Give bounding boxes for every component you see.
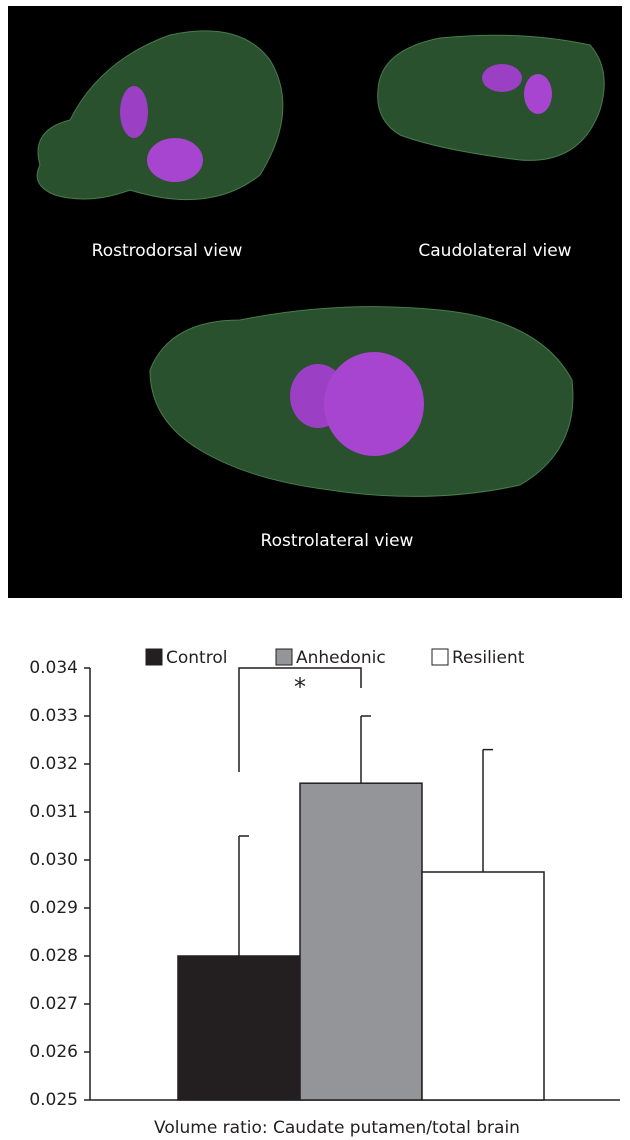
page: Rostrodorsal view Caudolateral view Rost… xyxy=(0,0,630,1140)
y-tick-label: 0.029 xyxy=(29,898,78,918)
figure: Rostrodorsal view Caudolateral view Rost… xyxy=(0,0,630,1140)
bar xyxy=(300,783,422,1100)
y-tick-label: 0.026 xyxy=(29,1042,78,1062)
y-tick-label: 0.032 xyxy=(29,754,78,774)
y-tick-label: 0.031 xyxy=(29,802,78,822)
y-tick-label: 0.033 xyxy=(29,706,78,726)
view-label: Caudolateral view xyxy=(418,241,571,261)
x-axis-label: Volume ratio: Caudate putamen/total brai… xyxy=(154,1118,520,1138)
y-tick-label: 0.030 xyxy=(29,850,78,870)
view-label: Rostrolateral view xyxy=(261,531,414,551)
y-tick-label: 0.028 xyxy=(29,946,78,966)
y-tick-label: 0.034 xyxy=(29,658,78,678)
significance-mark: * xyxy=(294,673,306,701)
legend-swatch xyxy=(146,649,162,665)
bar xyxy=(422,872,544,1100)
view-label: Rostrodorsal view xyxy=(92,241,243,261)
legend-label: Control xyxy=(166,648,227,668)
legend-swatch xyxy=(276,649,292,665)
y-tick-label: 0.025 xyxy=(29,1090,78,1110)
legend-label: Anhedonic xyxy=(296,648,386,668)
bar xyxy=(178,956,300,1100)
legend-label: Resilient xyxy=(452,648,525,668)
legend-swatch xyxy=(432,649,448,665)
y-tick-label: 0.027 xyxy=(29,994,78,1014)
